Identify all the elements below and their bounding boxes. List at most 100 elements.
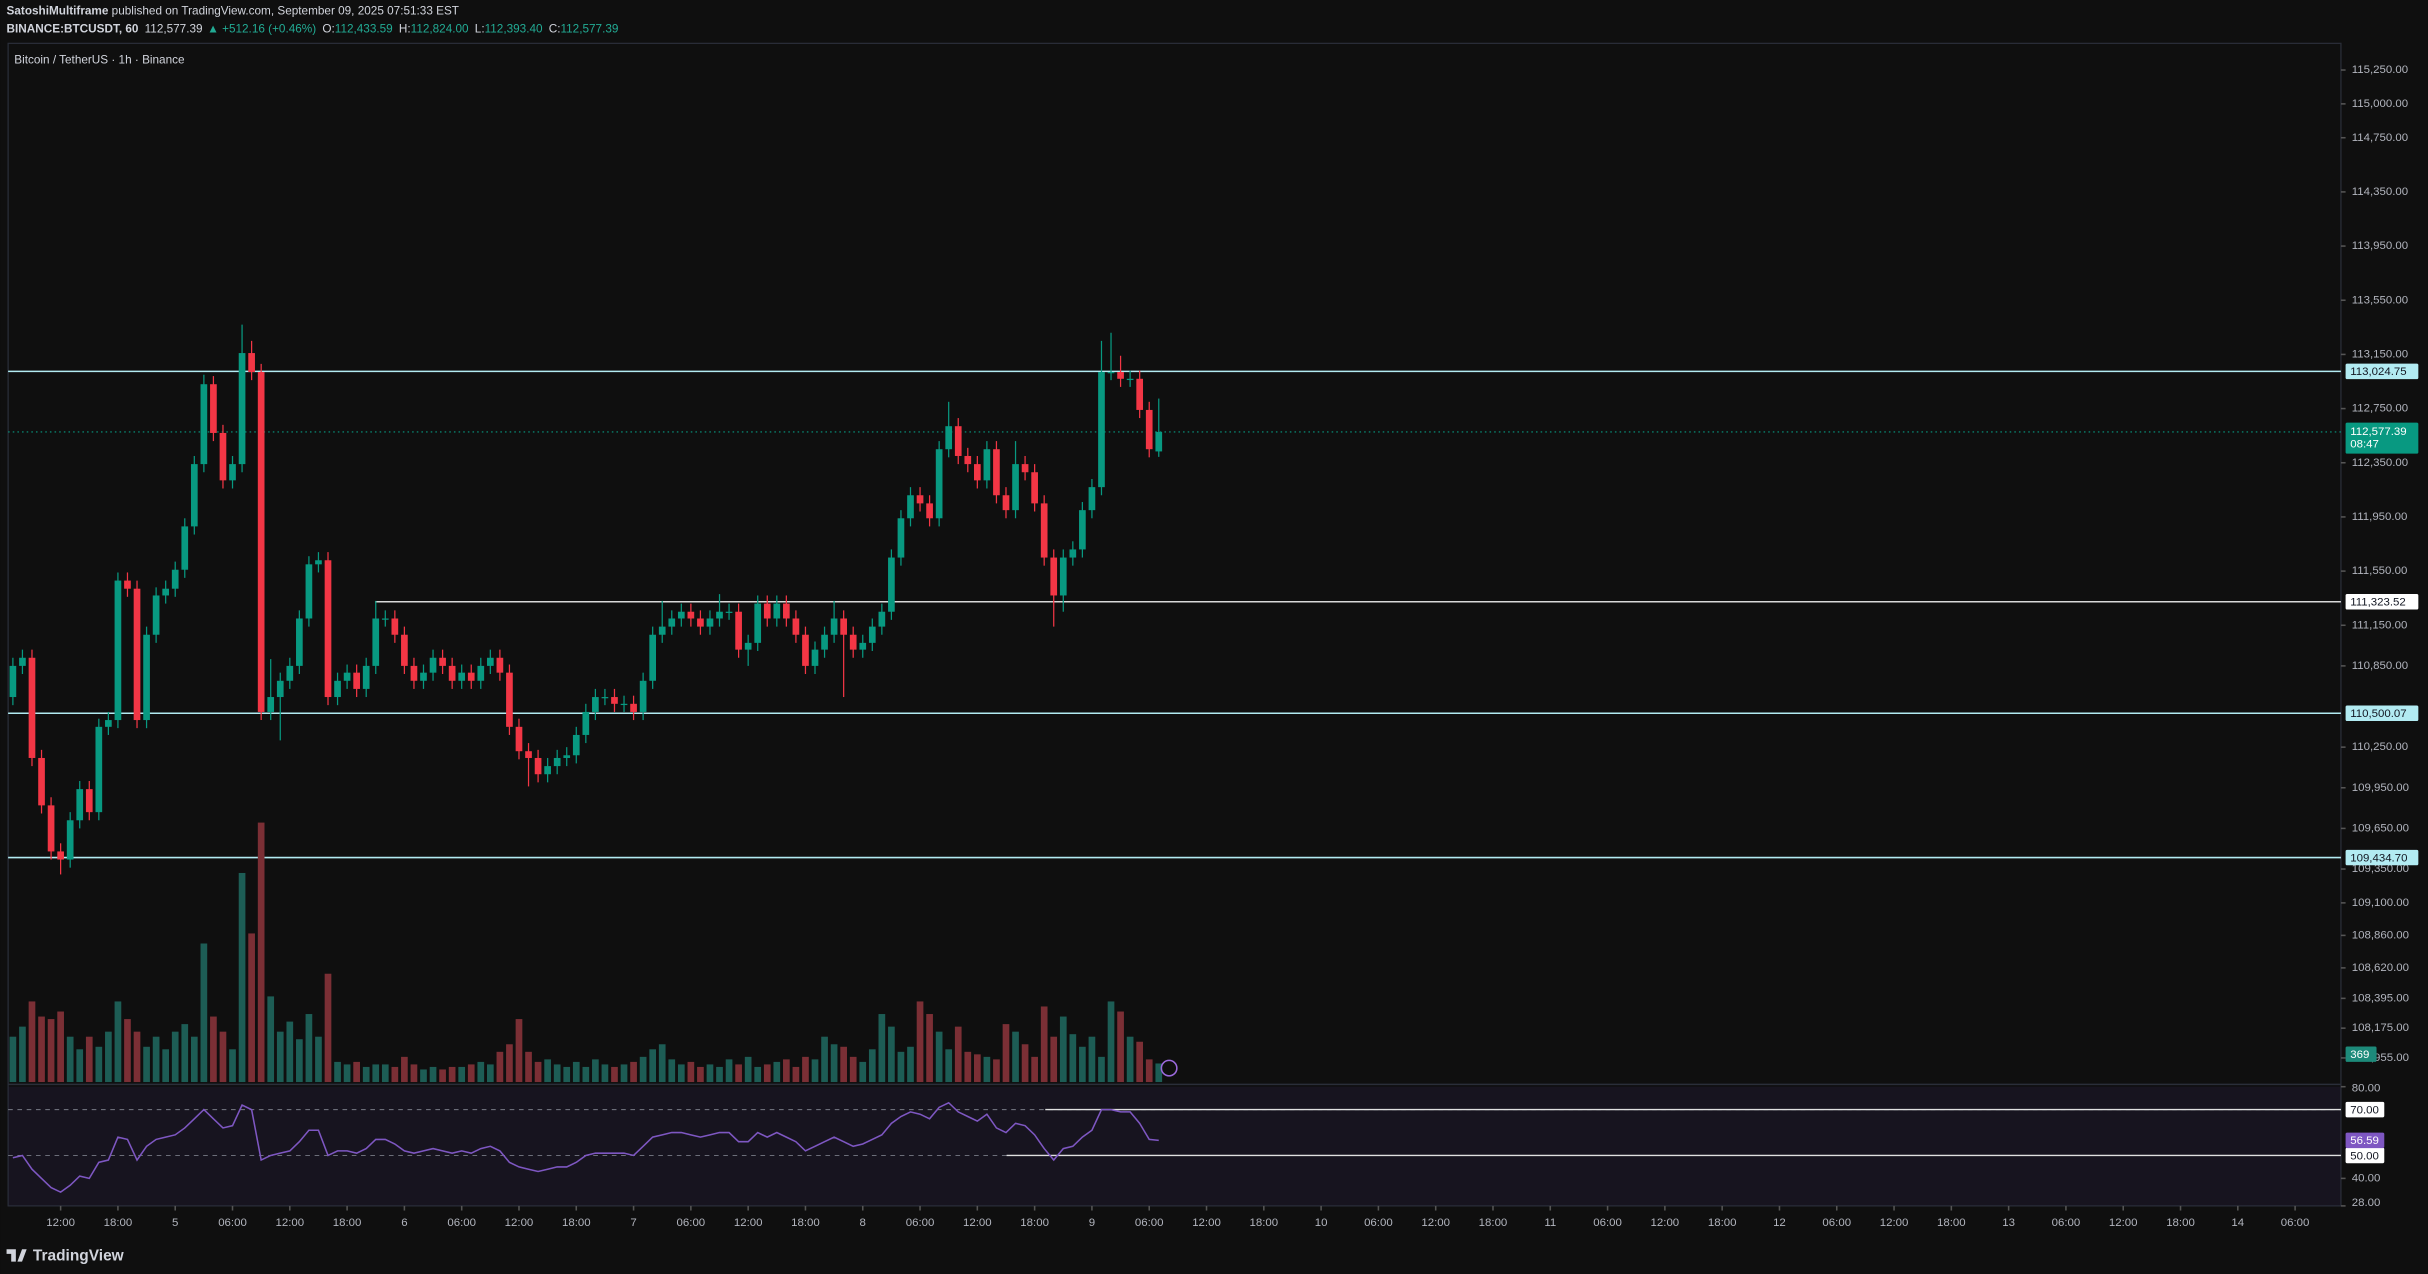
candle-body <box>611 697 618 704</box>
volume-bar <box>763 1064 771 1083</box>
candle-body <box>305 564 313 619</box>
y-tick-label: 109,650.00 <box>2352 822 2409 834</box>
volume-bar <box>1117 1011 1124 1083</box>
volume-bar <box>630 1061 637 1083</box>
candle-body <box>572 734 580 756</box>
volume-bar <box>830 1044 838 1083</box>
candle-body <box>954 426 962 456</box>
volume-bar <box>152 1036 160 1083</box>
candle-body <box>677 611 685 619</box>
y-tick-label: 108,860.00 <box>2352 929 2409 941</box>
ohlc-value: 112,433.59 <box>335 23 393 36</box>
volume-bar <box>515 1019 523 1083</box>
x-tick-label: 12:00 <box>1880 1217 1909 1229</box>
volume-bar <box>620 1064 628 1083</box>
x-tick-label: 06:00 <box>218 1217 247 1229</box>
candle-body <box>849 634 857 650</box>
candle-body <box>935 449 943 519</box>
volume-bar <box>162 1049 170 1083</box>
volume-bar <box>286 1021 294 1083</box>
volume-bar <box>95 1046 103 1083</box>
candle-body <box>620 703 628 706</box>
x-tick-label: 9 <box>1089 1217 1095 1229</box>
volume-bar <box>811 1059 819 1083</box>
candle-body <box>697 618 704 627</box>
candle-body <box>983 449 991 481</box>
y-tick-label: 112,350.00 <box>2352 457 2408 469</box>
volume-bar <box>429 1066 437 1083</box>
candle-body <box>210 384 217 433</box>
volume-bar <box>372 1064 380 1083</box>
volume-bar <box>868 1049 876 1083</box>
candle-body <box>1155 431 1163 452</box>
volume-bar <box>362 1066 370 1083</box>
volume-bar <box>783 1059 790 1083</box>
candle-body <box>38 757 45 806</box>
volume-bar <box>143 1046 150 1083</box>
y-tick-label: 111,150.00 <box>2352 619 2408 631</box>
rsi-level-label: 70.00 <box>2350 1104 2379 1116</box>
volume-bar <box>391 1066 399 1083</box>
x-tick-label: 18:00 <box>1249 1217 1278 1229</box>
volume-bar <box>305 1014 313 1083</box>
x-tick-label: 12:00 <box>963 1217 992 1229</box>
volume-bar <box>1107 1001 1115 1083</box>
volume-bar <box>687 1061 695 1083</box>
volume-bar <box>181 1024 189 1083</box>
ohlc-key: C: <box>549 23 561 36</box>
candle-body <box>66 820 74 860</box>
candle-body <box>1031 472 1038 504</box>
rsi-tick-label: 80.00 <box>2352 1082 2381 1094</box>
rsi-tick-label: 40.00 <box>2352 1172 2381 1184</box>
candle-body <box>267 697 275 712</box>
candle-body <box>1012 464 1019 511</box>
volume-bar <box>401 1056 408 1083</box>
volume-bar <box>315 1036 322 1083</box>
volume-bar <box>381 1064 389 1083</box>
volume-bar <box>1002 1024 1010 1083</box>
volume-bar <box>1088 1036 1096 1083</box>
volume-bar <box>477 1061 485 1083</box>
candle-body <box>410 665 418 681</box>
volume-bar <box>257 822 265 1083</box>
volume-bar <box>296 1039 303 1083</box>
volume-bar <box>190 1036 198 1083</box>
ohlc-value: 112,393.40 <box>485 23 543 36</box>
published: published on TradingView.com, September … <box>108 5 459 18</box>
volume-bar <box>420 1069 427 1083</box>
candle-body <box>744 642 752 650</box>
x-tick-label: 18:00 <box>2166 1217 2195 1229</box>
volume-bar <box>448 1066 456 1083</box>
volume-bar <box>267 996 275 1083</box>
candle-body <box>553 757 561 767</box>
candle-body <box>658 626 666 635</box>
candle-body <box>381 618 389 620</box>
x-tick-label: 6 <box>401 1217 407 1229</box>
candle-body <box>1107 372 1115 374</box>
candle-body <box>687 611 695 619</box>
footer-logo: TradingView <box>6 1247 125 1264</box>
candle-body <box>783 603 790 619</box>
candle-body <box>763 603 771 619</box>
volume-bar <box>219 1031 227 1083</box>
volume-bar <box>133 1031 141 1083</box>
volume-bar <box>200 943 208 1083</box>
level-label-box <box>2345 705 2419 722</box>
candle-body <box>859 642 867 650</box>
candle-body <box>897 518 905 558</box>
x-tick-label: 18:00 <box>1708 1217 1737 1229</box>
candle-body <box>1098 372 1105 488</box>
candle-body <box>582 711 590 735</box>
volume-bar <box>735 1064 742 1083</box>
volume-bar <box>954 1026 962 1083</box>
rsi-level-label: 50.00 <box>2350 1150 2379 1162</box>
volume-bar <box>248 933 255 1083</box>
x-tick-label: 18:00 <box>1937 1217 1966 1229</box>
x-tick-label: 10 <box>1315 1217 1328 1229</box>
volume-bar <box>677 1064 685 1083</box>
rsi-pane <box>8 1086 2341 1206</box>
candle-body <box>276 680 284 698</box>
candle-body <box>1145 409 1153 450</box>
volume-bar <box>725 1059 733 1083</box>
x-tick-label: 14 <box>2231 1217 2244 1229</box>
